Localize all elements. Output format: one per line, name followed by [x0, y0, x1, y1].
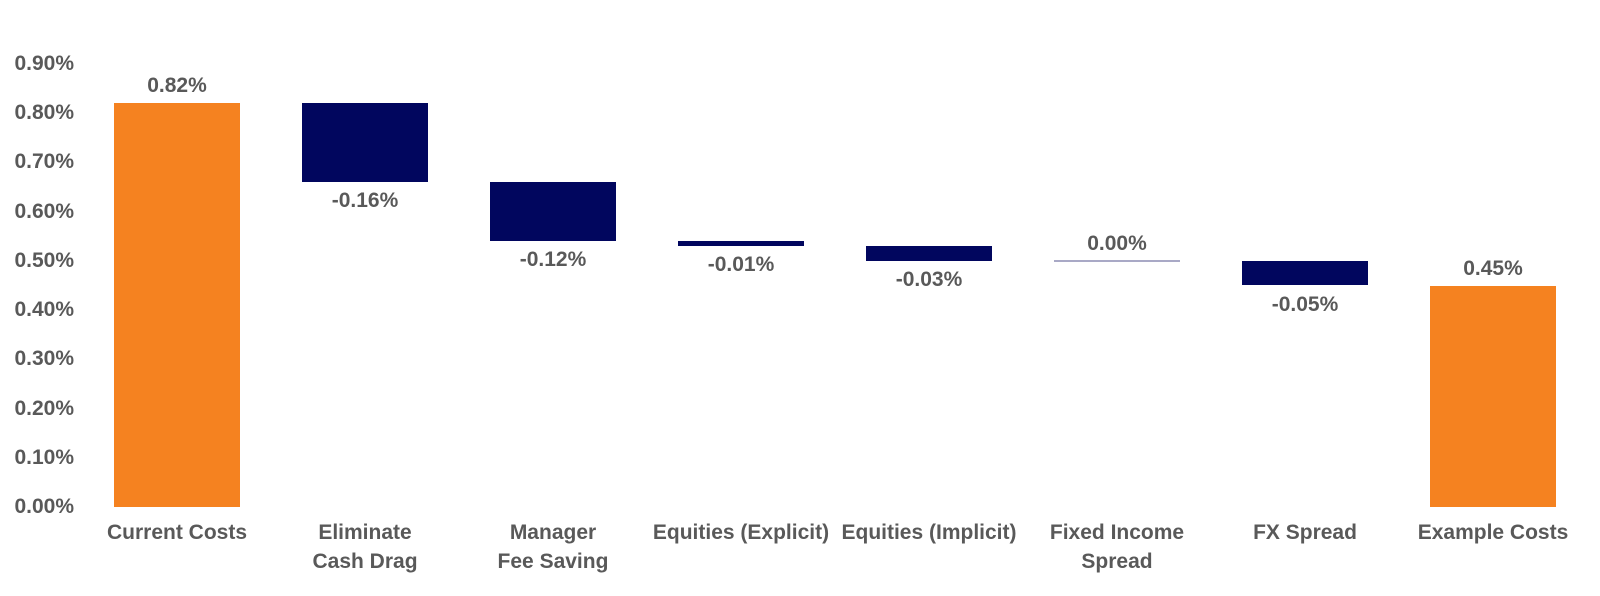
- bar-value-label-equities-implicit: -0.03%: [895, 267, 963, 291]
- category-label-fixed-income-spread: Fixed Income Spread: [1049, 521, 1185, 573]
- y-axis-tick-label: 0.10%: [14, 445, 74, 469]
- bar-eliminate-cash-drag: [302, 103, 428, 183]
- category-label-current-costs: Current Costs: [106, 521, 248, 544]
- bar-example-costs: [1430, 285, 1556, 507]
- y-axis-tick-label: 0.30%: [14, 347, 74, 371]
- category-label-equities-implicit: Equities (Implicit): [841, 521, 1017, 544]
- category-label-eliminate-cash-drag: Eliminate Cash Drag: [312, 521, 418, 573]
- y-axis-tick-label: 0.50%: [14, 248, 74, 272]
- bar-value-label-equities-explicit: -0.01%: [707, 253, 775, 277]
- bar-equities-explicit: [678, 241, 804, 247]
- y-axis-tick-label: 0.80%: [14, 101, 74, 125]
- y-axis-tick-label: 0.60%: [14, 199, 74, 223]
- bar-equities-implicit: [866, 246, 992, 261]
- category-label-fx-spread: FX Spread: [1253, 521, 1357, 544]
- y-axis-tick-label: 0.90%: [14, 52, 74, 75]
- bar-value-label-eliminate-cash-drag: -0.16%: [331, 189, 399, 213]
- bar-value-label-fx-spread: -0.05%: [1271, 292, 1339, 316]
- bar-value-label-current-costs: 0.82%: [147, 74, 207, 98]
- zero-connector-line-fixed-income-spread: [1054, 259, 1180, 262]
- y-axis-tick-label: 0.70%: [14, 150, 74, 174]
- y-axis-tick-label: 0.20%: [14, 396, 74, 420]
- bar-value-label-example-costs: 0.45%: [1463, 256, 1523, 280]
- y-axis-tick-label: 0.40%: [14, 298, 74, 322]
- category-label-example-costs: Example Costs: [1417, 521, 1569, 544]
- category-label-manager-fee-saving: Manager Fee Saving: [497, 521, 609, 573]
- bar-manager-fee-saving: [490, 182, 616, 242]
- y-axis-tick-label: 0.00%: [14, 495, 74, 518]
- bar-fx-spread: [1242, 260, 1368, 286]
- bar-value-label-fixed-income-spread: 0.00%: [1087, 231, 1147, 255]
- category-label-equities-explicit: Equities (Explicit): [652, 521, 830, 544]
- bar-value-label-manager-fee-saving: -0.12%: [519, 248, 587, 272]
- bar-current-costs: [114, 103, 240, 507]
